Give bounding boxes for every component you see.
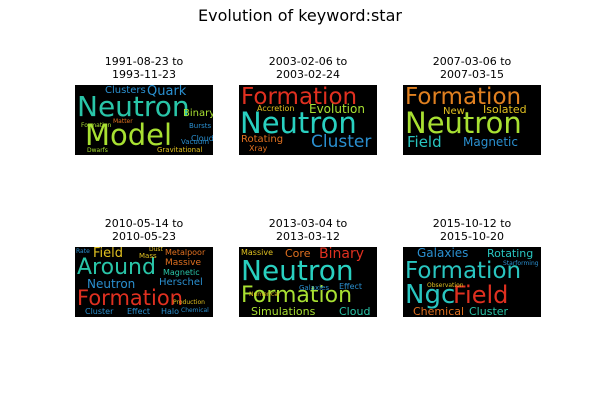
cloud-word: Around xyxy=(77,255,156,280)
wordcloud-panel-2: 2003-02-06 to 2003-02-24 Formation Neutr… xyxy=(239,55,377,155)
wordcloud-panel-1: 1991-08-23 to 1993-11-23 Neutron Model Q… xyxy=(75,55,213,155)
cloud-word: Rate xyxy=(76,248,90,255)
cloud-word: Matter xyxy=(113,118,133,125)
wordcloud: Formation Neutron Evolution Accretion Cl… xyxy=(239,85,377,155)
cloud-word: Galaxies xyxy=(417,247,469,260)
cloud-word: Metalpoor xyxy=(165,248,206,257)
wordcloud: Galaxies Rotating Formation Ngc Field Ch… xyxy=(403,247,541,317)
wordcloud: Neutron Model Quark Clusters Binary Form… xyxy=(75,85,213,155)
panel-date-start: 2015-10-12 to xyxy=(432,217,512,230)
panel-date-range: 2003-02-06 to 2003-02-24 xyxy=(239,55,377,81)
panel-date-end: 2015-10-20 xyxy=(440,230,504,243)
cloud-word: Mass xyxy=(139,252,157,260)
cloud-word: Field xyxy=(453,281,509,309)
cloud-word: Magnetic xyxy=(163,268,200,277)
cloud-word: Formation xyxy=(241,85,358,110)
cloud-word: Dust xyxy=(149,247,163,253)
cloud-word: Cloud xyxy=(191,134,213,143)
cloud-word: Cluster xyxy=(469,305,509,317)
cloud-word: Formation xyxy=(241,283,353,308)
cloud-word: Cloud xyxy=(339,305,371,317)
cloud-word: Vacuum xyxy=(181,138,210,146)
panel-date-range: 2015-10-12 to 2015-10-20 xyxy=(403,217,541,243)
cloud-word: Quark xyxy=(147,85,187,99)
cloud-word: Neutron xyxy=(77,90,190,123)
wordcloud: Neutron Formation Massive Core Binary Si… xyxy=(239,247,377,317)
cloud-word: Core xyxy=(285,247,311,260)
cloud-word: Formation xyxy=(405,258,522,284)
cloud-word: Massive xyxy=(165,258,202,268)
cloud-word: Accretion xyxy=(257,104,295,113)
panel-date-range: 2010-05-14 to 2010-05-23 xyxy=(75,217,213,243)
cloud-word: Magnetic xyxy=(463,135,518,149)
panel-date-end: 2007-03-15 xyxy=(440,68,504,81)
panel-date-end: 2003-02-24 xyxy=(276,68,340,81)
cloud-word: Model xyxy=(85,118,173,152)
cloud-word: Simulations xyxy=(251,305,316,317)
cloud-word: Binary xyxy=(319,247,364,262)
cloud-word: Neutron xyxy=(240,106,357,140)
cloud-word: Production xyxy=(173,299,205,306)
cloud-word: Cluster xyxy=(85,307,114,316)
wordcloud: Formation Neutron New Isolated Field Mag… xyxy=(403,85,541,155)
panel-date-start: 2003-02-06 to xyxy=(268,55,348,68)
panel-date-range: 1991-08-23 to 1993-11-23 xyxy=(75,55,213,81)
panel-date-end: 2013-03-12 xyxy=(276,230,340,243)
cloud-word: Gravitational xyxy=(157,146,203,154)
wordcloud-panel-4: 2010-05-14 to 2010-05-23 Field Around Ne… xyxy=(75,217,213,317)
cloud-word: Formation xyxy=(77,286,183,310)
cloud-word: Observation xyxy=(427,282,464,289)
panel-date-range: 2013-03-04 to 2013-03-12 xyxy=(239,217,377,243)
cloud-word: New xyxy=(443,106,465,117)
cloud-word: Effect xyxy=(339,282,363,291)
panel-date-start: 2013-03-04 to xyxy=(268,217,348,230)
cloud-word: Rotating xyxy=(241,134,284,145)
cloud-word: Formation xyxy=(405,85,522,110)
cloud-word: Chemical xyxy=(413,305,465,317)
cloud-word: Galaxies xyxy=(299,284,329,292)
cloud-word: Clusters xyxy=(105,85,146,96)
panel-date-end: 1993-11-23 xyxy=(112,68,176,81)
cloud-word: Herschel xyxy=(159,277,203,288)
cloud-word: Field xyxy=(93,247,124,261)
cloud-word: Isolated xyxy=(483,103,527,116)
panel-date-start: 1991-08-23 to xyxy=(104,55,184,68)
wordcloud-panel-3: 2007-03-06 to 2007-03-15 Formation Neutr… xyxy=(403,55,541,155)
cloud-word: Halo xyxy=(161,307,180,316)
cloud-word: Formation xyxy=(81,122,112,129)
cloud-word: Massive xyxy=(241,248,274,257)
cloud-word: Bursts xyxy=(189,122,212,130)
wordcloud-panel-6: 2015-10-12 to 2015-10-20 Galaxies Rotati… xyxy=(403,217,541,317)
panel-date-end: 2010-05-23 xyxy=(112,230,176,243)
cloud-word: Effect xyxy=(127,307,151,316)
cloud-word: Binary xyxy=(183,108,213,119)
cloud-word: Cluster xyxy=(311,132,372,152)
wordcloud: Field Around Neutron Formation Metalpoor… xyxy=(75,247,213,317)
cloud-word: Neutron xyxy=(87,277,136,291)
figure-title: Evolution of keyword:star xyxy=(198,6,402,25)
cloud-word: Evolution xyxy=(309,102,365,116)
cloud-word: Xray xyxy=(249,144,268,153)
panel-date-range: 2007-03-06 to 2007-03-15 xyxy=(403,55,541,81)
wordcloud-panel-5: 2013-03-04 to 2013-03-12 Neutron Formati… xyxy=(239,217,377,317)
cloud-word: Numerical xyxy=(249,291,280,298)
cloud-word: Starforming xyxy=(503,260,539,267)
cloud-word: Chemical xyxy=(181,307,209,314)
cloud-word: Field xyxy=(407,133,442,151)
cloud-word: Ngc xyxy=(405,280,456,310)
panel-date-start: 2010-05-14 to xyxy=(104,217,184,230)
cloud-word: Dwarfs xyxy=(87,147,108,154)
cloud-word: Neutron xyxy=(405,106,522,140)
cloud-word: Neutron xyxy=(241,254,354,287)
cloud-word: Rotating xyxy=(487,247,534,260)
panel-date-start: 2007-03-06 to xyxy=(432,55,512,68)
